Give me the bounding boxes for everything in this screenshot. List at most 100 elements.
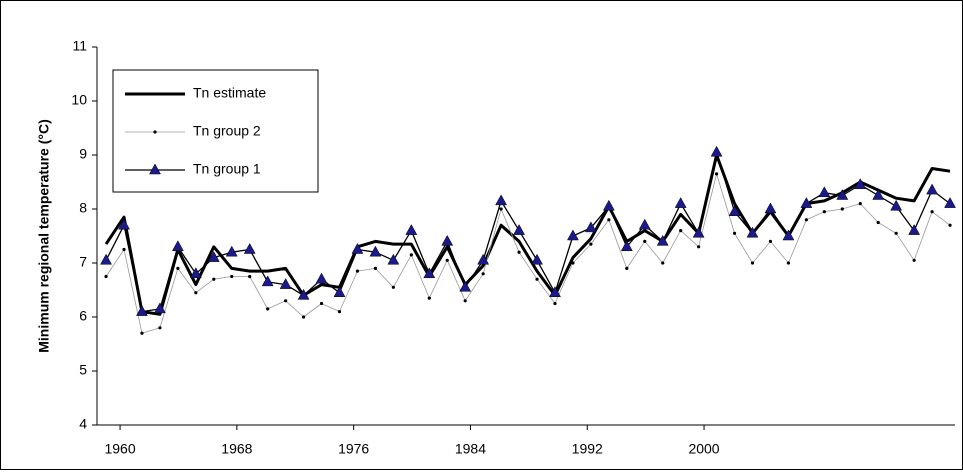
point	[207, 251, 220, 262]
point	[944, 197, 956, 208]
legend-marker	[153, 130, 157, 134]
point	[890, 199, 903, 211]
point	[212, 277, 216, 281]
x-tick-label: 1992	[572, 441, 603, 457]
point	[732, 231, 737, 235]
y-tick-label: 5	[79, 362, 87, 378]
point	[620, 240, 633, 252]
point	[351, 242, 364, 254]
point	[674, 197, 687, 208]
point	[679, 229, 683, 233]
point	[692, 226, 705, 238]
x-tick-label: 2000	[688, 441, 719, 457]
point	[517, 250, 521, 254]
y-tick-label: 11	[72, 38, 87, 54]
point	[225, 245, 238, 257]
point	[481, 272, 485, 276]
y-tick-label: 10	[71, 92, 87, 108]
point	[248, 274, 252, 279]
point	[840, 207, 844, 211]
point	[836, 188, 849, 200]
legend-marker	[149, 163, 161, 175]
point	[104, 274, 108, 279]
point	[409, 253, 413, 257]
point	[301, 315, 306, 319]
point	[230, 274, 234, 279]
point	[535, 277, 539, 281]
point	[822, 210, 826, 214]
point	[100, 253, 112, 265]
point	[136, 305, 148, 316]
point	[926, 183, 939, 195]
point	[818, 186, 831, 198]
point	[571, 261, 575, 265]
point	[589, 242, 593, 246]
x-tick-label: 1976	[338, 441, 369, 457]
point	[189, 267, 202, 279]
point	[459, 280, 472, 292]
point	[337, 310, 342, 314]
x-tick-label: 1968	[221, 441, 252, 457]
x-tick-label: 1984	[455, 441, 486, 457]
y-tick-label: 4	[79, 416, 87, 432]
point	[284, 299, 288, 303]
point	[768, 239, 773, 243]
y-tick-label: 6	[79, 308, 87, 324]
point	[750, 261, 755, 265]
y-tick-label: 7	[79, 254, 87, 270]
point	[319, 301, 324, 306]
point	[495, 194, 508, 206]
point	[333, 286, 346, 297]
point	[391, 285, 395, 289]
x-tick-label: 1960	[104, 441, 135, 457]
point	[697, 245, 701, 249]
point	[746, 226, 759, 238]
point	[728, 205, 741, 216]
point	[499, 207, 503, 211]
point	[786, 261, 791, 265]
point	[930, 210, 934, 214]
point	[140, 331, 144, 335]
point	[567, 229, 579, 241]
y-axis-label: Minimum regional temperature (°C)	[36, 119, 52, 353]
point	[607, 218, 611, 222]
legend-label: Tn group 1	[193, 161, 261, 177]
point	[441, 234, 454, 246]
point	[858, 202, 862, 206]
point	[714, 172, 719, 176]
point	[710, 145, 723, 157]
point	[876, 220, 880, 225]
legend-box	[112, 69, 319, 193]
point	[266, 307, 270, 311]
legend-label: Tn estimate	[193, 85, 266, 101]
point	[355, 269, 360, 273]
point	[782, 229, 795, 241]
point	[118, 218, 130, 230]
point	[423, 267, 436, 279]
point	[625, 266, 629, 270]
legend-label: Tn group 2	[193, 123, 261, 139]
point	[261, 275, 274, 287]
point	[804, 218, 808, 222]
point	[872, 188, 885, 200]
point	[194, 291, 198, 295]
y-tick-label: 8	[79, 200, 87, 216]
point	[912, 258, 916, 262]
point	[477, 253, 490, 265]
point	[549, 286, 561, 297]
point	[948, 223, 952, 227]
point	[154, 302, 166, 314]
point	[656, 234, 669, 246]
point	[602, 199, 615, 211]
point	[279, 278, 292, 289]
point	[661, 261, 665, 265]
point	[908, 224, 921, 235]
point	[158, 326, 162, 330]
point	[405, 224, 418, 235]
point	[176, 266, 180, 270]
point	[427, 296, 431, 300]
point	[122, 247, 126, 252]
point	[894, 231, 898, 235]
point	[171, 240, 184, 252]
